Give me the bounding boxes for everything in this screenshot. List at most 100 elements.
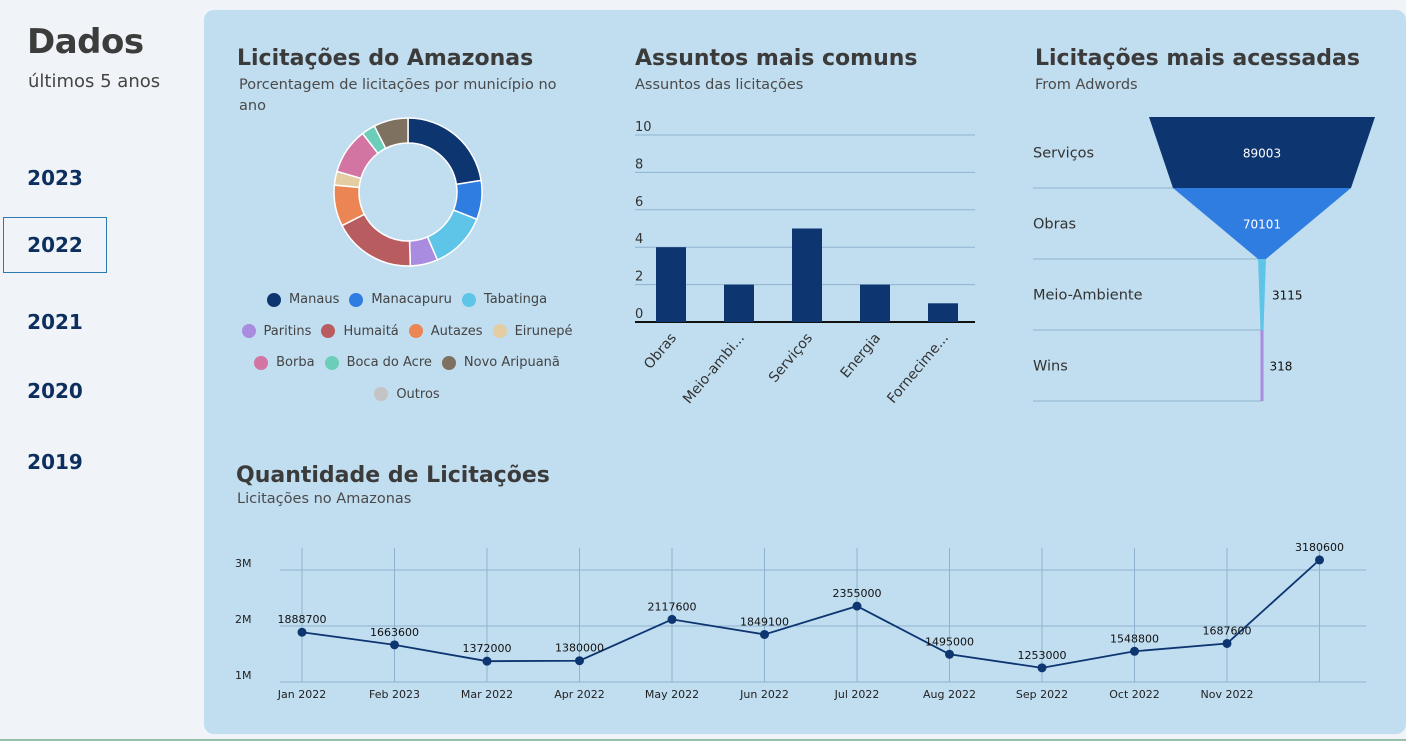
legend-label: Novo Aripuanã (463, 355, 560, 371)
page-title: Dados (27, 22, 144, 62)
line-point[interactable] (297, 627, 307, 637)
data-label: 2355000 (833, 587, 882, 600)
data-label: 3180600 (1295, 541, 1344, 554)
bar[interactable] (724, 284, 754, 322)
bar-chart: 0 2 4 6 8 10 Obras Meio-ambi... Serviços Energia F… (635, 120, 975, 407)
x-tick-label: Obras (641, 330, 680, 372)
legend-item-borba[interactable]: Borba (254, 355, 315, 370)
x-tick-label: Nov 2022 (1201, 688, 1254, 701)
funnel-stage-wins[interactable] (1260, 330, 1264, 401)
donut-legend: Manaus Manacapuru Tabatinga Paritins Hum… (237, 284, 577, 410)
data-label: 1548800 (1110, 632, 1159, 645)
legend-swatch (266, 292, 281, 307)
y-tick-label: 6 (635, 195, 643, 210)
legend-item-boca-do-acre[interactable]: Boca do Acre (324, 355, 432, 371)
legend-item-autazes[interactable]: Autazes (408, 323, 483, 339)
donut-chart (333, 117, 483, 267)
x-tick-label: Jun 2022 (739, 688, 789, 701)
legend-swatch (408, 324, 423, 339)
y-tick-label: 10 (635, 120, 652, 135)
legend-label: Paritins (263, 323, 312, 339)
sidebar: Dados últimos 5 anos 2023 2022 2021 2020… (0, 0, 204, 741)
funnel-stage-serviços[interactable] (1149, 117, 1375, 188)
y-tick-label: 2 (635, 270, 643, 285)
legend-label: Manaus (288, 292, 340, 308)
line-point[interactable] (667, 614, 677, 624)
funnel-stage-obras[interactable] (1172, 188, 1352, 259)
legend-label: Outros (396, 386, 440, 402)
bar[interactable] (928, 303, 958, 322)
legend-item-eirunepe[interactable]: Eirunepé (492, 324, 572, 339)
line-point[interactable] (390, 640, 399, 650)
data-label: 1372000 (463, 642, 512, 655)
y-tick-label: 4 (635, 232, 643, 247)
bar-chart-subtitle: Assuntos das licitações (635, 77, 804, 93)
donut-chart-title: Licitações do Amazonas (237, 46, 534, 71)
donut-chart-subtitle: Porcentagem de licitações por município … (239, 77, 557, 114)
x-tick-label: Jan 2022 (277, 688, 326, 701)
funnel-stage-value: 89003 (1243, 147, 1281, 161)
legend-item-manaus[interactable]: Manaus (266, 292, 340, 308)
data-label: 1849100 (740, 615, 789, 628)
line-point[interactable] (1037, 663, 1047, 673)
legend-item-paritins[interactable]: Paritins (241, 323, 312, 339)
bar[interactable] (860, 284, 890, 322)
legend-swatch (441, 355, 456, 370)
donut-slice-humaitá[interactable] (341, 213, 412, 267)
donut-slice-manaus[interactable] (407, 117, 482, 186)
y-tick-label: 1M (235, 669, 252, 682)
legend-label: Boca do Acre (346, 355, 432, 371)
legend-item-manacapuru[interactable]: Manacapuru (349, 292, 452, 307)
line-series (301, 559, 1321, 669)
x-tick-label: Serviços (766, 330, 816, 385)
x-tick-label: Apr 2022 (554, 688, 605, 701)
line-point[interactable] (1130, 646, 1139, 656)
data-label: 2117600 (648, 600, 697, 613)
year-button-2021[interactable]: 2021 (27, 310, 83, 334)
line-point[interactable] (1315, 555, 1324, 565)
funnel-stage-value: 70101 (1243, 218, 1281, 232)
x-tick-label: Sep 2022 (1016, 688, 1068, 701)
legend-swatch (324, 355, 339, 370)
bottom-divider (0, 739, 1406, 741)
bar[interactable] (792, 228, 822, 323)
legend-item-novo-aripuana[interactable]: Novo Aripuanã (441, 355, 560, 371)
x-tick-label: Meio-ambi... (680, 330, 748, 407)
legend-swatch (492, 324, 507, 339)
funnel-stage-value: 318 (1270, 360, 1293, 374)
data-label: 1495000 (925, 635, 974, 648)
line-chart: 1M 2M 3M Jan 2022 Feb 2023 Mar 2022 Apr 2022 Ma… (235, 541, 1366, 701)
x-tick-label: Jul 2022 (834, 688, 880, 701)
line-chart-title: Quantidade de Licitações (236, 463, 550, 488)
y-tick-label: 8 (635, 157, 643, 172)
bar-chart-title: Assuntos mais comuns (635, 46, 918, 71)
bar[interactable] (656, 247, 686, 322)
data-label: 1253000 (1018, 649, 1067, 662)
legend-label: Humaitá (343, 323, 399, 339)
legend-label: Autazes (430, 323, 483, 339)
funnel-stage-label: Serviços (1033, 146, 1094, 162)
line-point[interactable] (852, 601, 862, 611)
year-button-2022[interactable]: 2022 (3, 217, 107, 273)
year-button-2019[interactable]: 2019 (27, 450, 83, 474)
x-tick-label: Oct 2022 (1109, 688, 1160, 701)
funnel-chart-subtitle: From Adwords (1035, 77, 1138, 93)
legend-item-outros[interactable]: Outros (374, 386, 440, 402)
legend-item-humaita[interactable]: Humaitá (321, 323, 399, 339)
y-tick-label: 2M (235, 613, 252, 626)
year-button-2020[interactable]: 2020 (27, 379, 83, 403)
data-label: 1663600 (370, 626, 419, 639)
legend-swatch (321, 324, 336, 339)
line-point[interactable] (945, 649, 954, 659)
line-point[interactable] (1222, 638, 1232, 648)
year-button-2023[interactable]: 2023 (27, 166, 83, 190)
donut-slice-novo-aripuanã[interactable] (373, 117, 409, 150)
legend-item-tabatinga[interactable]: Tabatinga (461, 292, 547, 307)
line-point[interactable] (482, 656, 492, 666)
funnel-stage-meio-ambiente[interactable] (1258, 259, 1266, 330)
line-point[interactable] (760, 629, 769, 639)
line-point[interactable] (575, 656, 584, 666)
page-subtitle: últimos 5 anos (28, 71, 161, 92)
x-tick-label: Fornecime... (884, 330, 952, 406)
legend-swatch (241, 324, 256, 339)
